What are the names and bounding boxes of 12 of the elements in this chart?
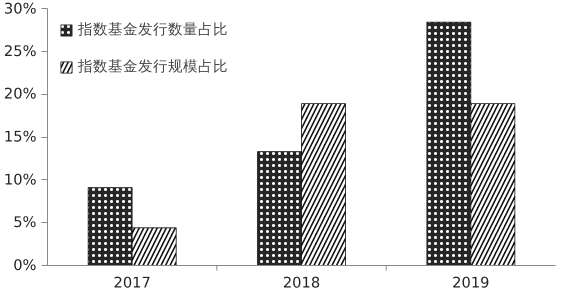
legend-label: 指数基金发行数量占比	[78, 20, 228, 39]
y-tick-label: 15%	[4, 128, 37, 146]
y-tick-label: 25%	[4, 42, 37, 60]
legend-label: 指数基金发行规模占比	[78, 57, 228, 76]
y-tick-label: 30%	[4, 0, 37, 18]
y-tick-label: 10%	[4, 171, 37, 188]
x-tick-label: 2018	[282, 274, 320, 292]
y-tick-label: 0%	[13, 257, 37, 274]
y-tick-label: 5%	[13, 214, 37, 232]
x-tick-label: 2017	[114, 274, 151, 292]
x-tick-label: 2019	[452, 274, 490, 292]
y-tick-label: 20%	[4, 86, 37, 103]
